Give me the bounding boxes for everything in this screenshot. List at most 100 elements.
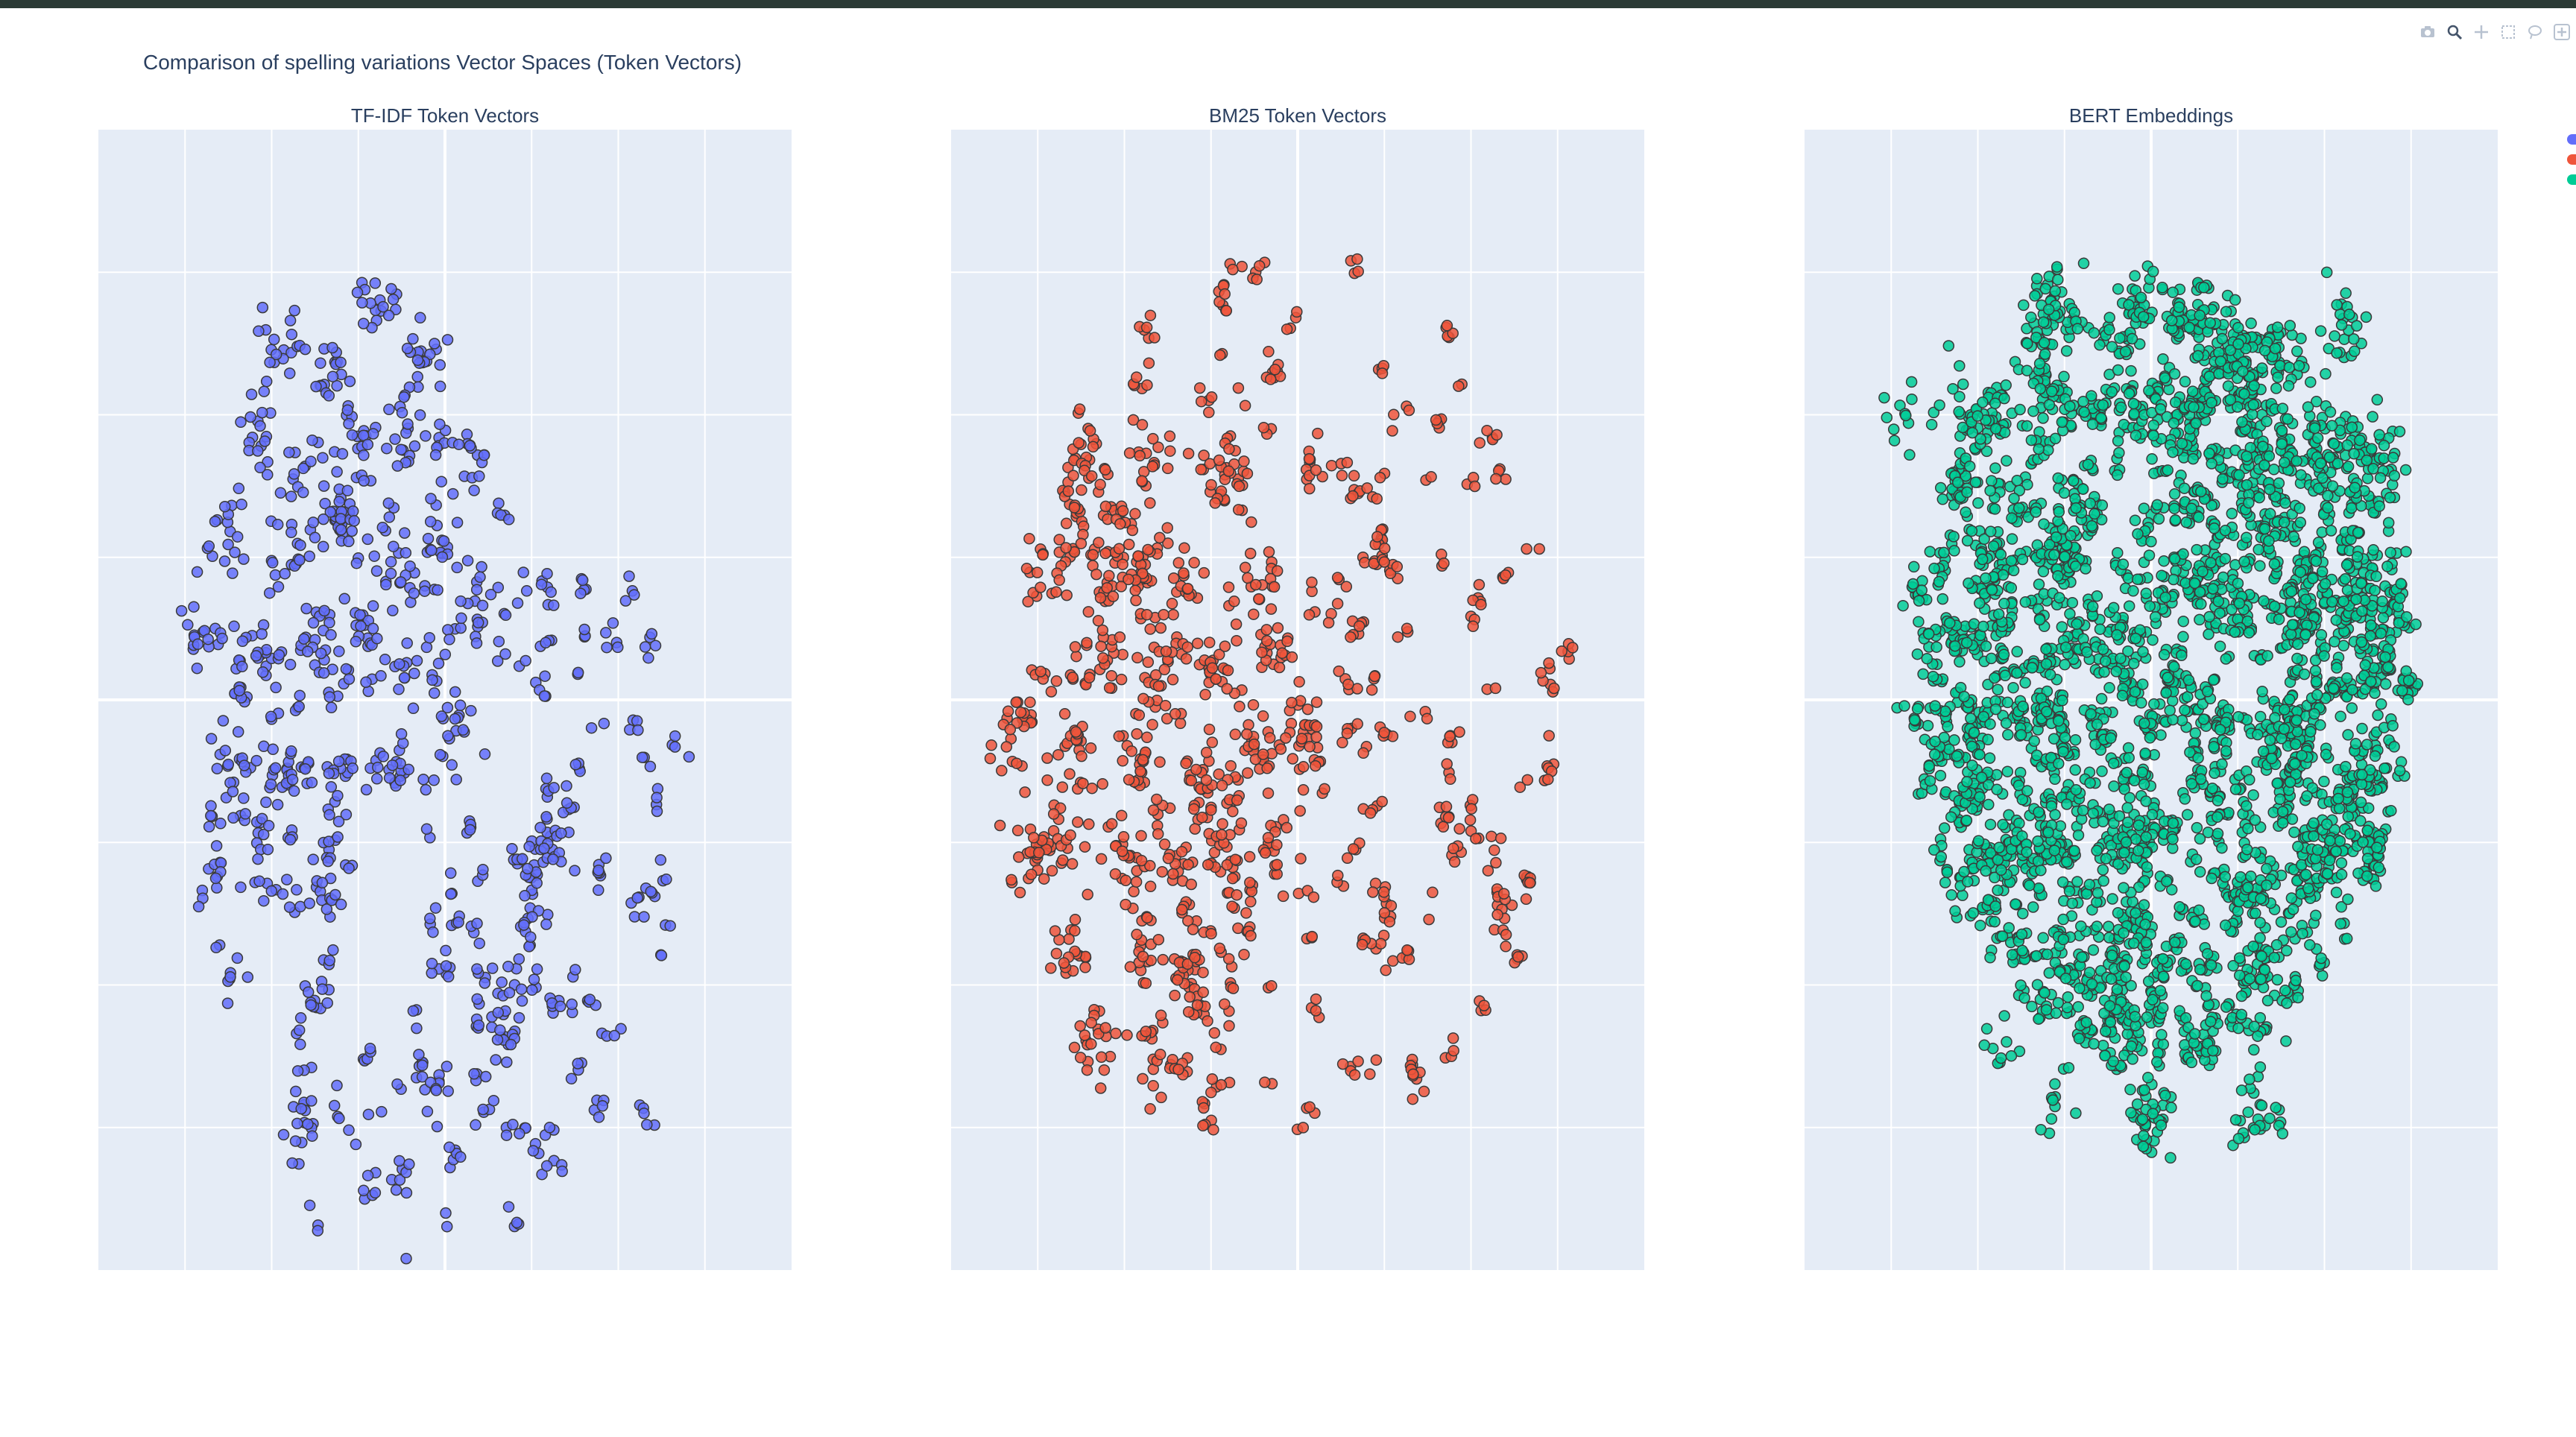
scatter-point <box>210 941 222 954</box>
scatter-point <box>1341 852 1354 865</box>
scatter-point <box>377 300 389 313</box>
scatter-point <box>2045 385 2058 397</box>
scatter-point <box>1152 828 1164 840</box>
scatter-point <box>1090 568 1102 581</box>
scatter-point <box>2033 443 2045 455</box>
scatter-point <box>1191 637 1204 649</box>
scatter-point <box>2071 618 2083 631</box>
scatter-series <box>1878 257 2424 1164</box>
scatter-point <box>2342 893 2354 906</box>
scatter-point <box>1182 447 1195 460</box>
scatter-point <box>302 986 315 998</box>
scatter-plot-bm25[interactable] <box>951 130 1644 1270</box>
scatter-point <box>2123 600 2135 612</box>
scatter-point <box>1087 549 1099 561</box>
scatter-point <box>2091 590 2103 602</box>
scatter-point <box>418 585 431 597</box>
scatter-point <box>2013 484 2026 496</box>
scatter-point <box>370 565 383 577</box>
scatter-point <box>1253 593 1265 605</box>
scatter-point <box>2012 780 2025 792</box>
scatter-point <box>1958 865 1970 878</box>
scatter-point <box>1169 708 1181 720</box>
scatter-point <box>555 827 567 839</box>
scatter-point <box>2318 775 2330 788</box>
scatter-point <box>1178 542 1190 554</box>
scatter-point <box>1468 480 1481 493</box>
scatter-plot-tfidf[interactable] <box>98 130 792 1270</box>
scatter-point <box>1948 531 1960 543</box>
scatter-point <box>2003 922 2015 934</box>
scatter-point <box>420 430 432 442</box>
scatter-plot-bert[interactable] <box>1805 130 2498 1270</box>
scatter-point <box>476 599 489 612</box>
scatter-point <box>2308 708 2320 720</box>
scatter-point <box>1238 948 1250 961</box>
scatter-point <box>2281 944 2293 957</box>
scatter-point <box>473 1019 485 1032</box>
scatter-point <box>1984 484 1996 497</box>
scatter-point <box>1380 964 1392 976</box>
scatter-point <box>1070 650 1082 663</box>
scatter-point <box>290 1085 302 1098</box>
scatter-point <box>1188 557 1200 569</box>
scatter-point <box>1262 787 1275 799</box>
scatter-point <box>367 428 379 440</box>
scatter-point <box>1094 479 1106 490</box>
camera-icon[interactable] <box>2418 22 2437 42</box>
scatter-point <box>2074 982 2086 994</box>
scatter-point <box>2063 885 2076 897</box>
scatter-series <box>984 253 1579 1136</box>
scatter-point <box>394 576 407 588</box>
scatter-point <box>1232 382 1245 394</box>
scatter-point <box>1974 433 1986 445</box>
scatter-point <box>1014 706 1027 718</box>
scatter-point <box>2203 370 2216 382</box>
scatter-point <box>340 663 353 675</box>
scatter-point <box>1074 1020 1086 1032</box>
scatter-point <box>242 971 254 983</box>
scatter-point <box>2302 882 2314 894</box>
scatter-point <box>2330 614 2343 626</box>
lasso-select-icon[interactable] <box>2525 22 2545 42</box>
zoom-icon[interactable] <box>2445 22 2464 42</box>
scatter-point <box>1983 798 1995 811</box>
scatter-point <box>1172 557 1185 569</box>
scatter-point <box>1156 865 1168 878</box>
scatter-point <box>205 733 218 745</box>
scatter-point <box>2271 321 2284 333</box>
scatter-point <box>1490 473 1502 485</box>
pan-icon[interactable] <box>2472 22 2491 42</box>
scatter-point <box>534 821 546 834</box>
box-select-icon[interactable] <box>2498 22 2518 42</box>
scatter-point <box>655 950 668 961</box>
scatter-point <box>2122 816 2134 828</box>
scatter-point <box>323 767 335 780</box>
scatter-point <box>501 1056 513 1068</box>
scatter-point <box>683 751 695 763</box>
scatter-point <box>531 877 543 889</box>
scatter-point <box>1073 403 1086 415</box>
scatter-point <box>2103 323 2115 336</box>
scatter-point <box>2219 524 2232 537</box>
scatter-point <box>1123 538 1135 551</box>
scatter-point <box>2207 1044 2219 1057</box>
scatter-point <box>370 773 383 785</box>
scatter-point <box>403 1158 415 1170</box>
scatter-point <box>434 359 446 371</box>
scatter-point <box>1117 755 1128 767</box>
scatter-point <box>2057 933 2069 946</box>
scatter-point <box>2274 793 2286 806</box>
scatter-point <box>1352 265 1364 277</box>
scatter-point <box>612 641 624 654</box>
scatter-point <box>2059 731 2071 744</box>
scatter-point <box>1050 947 1063 960</box>
zoom-in-icon[interactable] <box>2552 22 2572 42</box>
scatter-point <box>272 581 285 593</box>
scatter-point <box>628 589 640 601</box>
scatter-point <box>435 476 447 487</box>
scatter-point <box>425 493 437 505</box>
scatter-point <box>387 604 399 616</box>
scatter-point <box>644 760 657 773</box>
scatter-point <box>1996 930 2009 942</box>
